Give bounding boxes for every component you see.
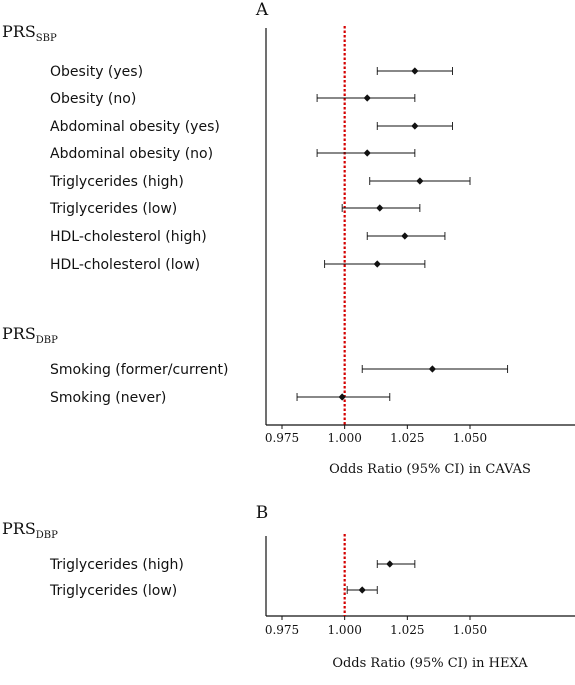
x-tick-label: 1.000 (327, 431, 361, 445)
x-tick-label: 1.050 (453, 431, 487, 445)
point-estimate (416, 177, 424, 185)
point-estimate (411, 67, 419, 75)
point-estimate (363, 94, 371, 102)
row-label: Triglycerides (high) (49, 557, 184, 573)
row-label: Abdominal obesity (no) (50, 146, 213, 162)
point-estimate (428, 365, 436, 373)
panel-letter: B (256, 503, 269, 523)
x-tick-label: 1.000 (327, 623, 361, 637)
group-header-subscript: DBP (36, 335, 58, 346)
row-label: HDL-cholesterol (high) (50, 229, 207, 245)
row-label: Triglycerides (high) (49, 174, 184, 190)
row-label: Smoking (former/current) (50, 362, 228, 378)
point-estimate (363, 149, 371, 157)
group-header-subscript: DBP (36, 530, 58, 541)
point-estimate (376, 204, 384, 212)
row-label: Smoking (never) (50, 390, 166, 406)
point-estimate (358, 586, 366, 594)
point-estimate (373, 260, 381, 268)
row-label: Obesity (no) (50, 91, 136, 107)
row-label: Obesity (yes) (50, 64, 143, 80)
x-tick-label: 1.025 (390, 431, 424, 445)
x-tick-label: 1.025 (390, 623, 424, 637)
group-header-subscript: SBP (36, 33, 57, 44)
group-header: PRSDBP (2, 324, 58, 346)
row-label: Triglycerides (low) (49, 583, 177, 599)
x-tick-label: 0.975 (265, 623, 299, 637)
x-axis-title: Odds Ratio (95% CI) in CAVAS (329, 462, 531, 477)
group-header: PRSDBP (2, 519, 58, 541)
point-estimate (386, 560, 394, 568)
group-header-label: PRS (2, 22, 36, 41)
x-tick-label: 1.050 (453, 623, 487, 637)
panel-a: A 0.975 1.000 1.025 1.050 Odds Ratio (95% CI)… (2, 0, 575, 477)
row-label: Abdominal obesity (yes) (50, 119, 220, 135)
group-header-label: PRS (2, 519, 36, 538)
x-tick-label: 0.975 (265, 431, 299, 445)
row-label: HDL-cholesterol (low) (50, 257, 200, 273)
group-header-label: PRS (2, 324, 36, 343)
point-estimate (401, 232, 409, 240)
panel-letter: A (255, 0, 269, 20)
point-estimate (411, 122, 419, 130)
group-header: PRSSBP (2, 22, 57, 44)
row-label: Triglycerides (low) (49, 201, 177, 217)
panel-b: B 0.975 1.000 1.025 1.050 Odds Ratio (95% CI)… (2, 503, 575, 671)
x-axis-title: Odds Ratio (95% CI) in HEXA (332, 656, 528, 671)
point-estimate (338, 393, 346, 401)
